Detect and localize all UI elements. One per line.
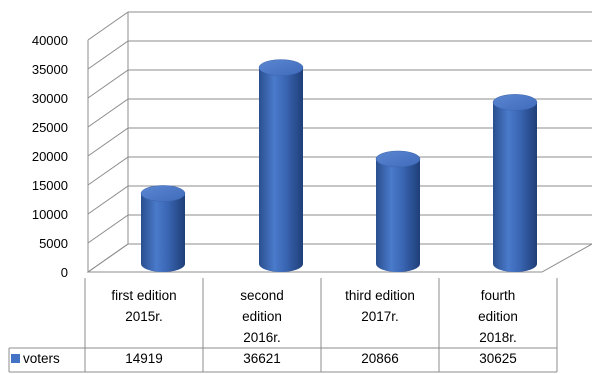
gridline [87,127,129,157]
bar-body [141,193,185,272]
gridline [87,11,129,41]
data-table-grid [8,278,558,373]
gridline [87,214,129,244]
y-tick-label: 5000 [39,236,68,251]
y-tick-label: 40000 [32,33,68,48]
bars [140,59,538,272]
y-tick-label: 35000 [32,62,68,77]
bar-body [259,67,303,272]
bar [375,150,421,272]
y-tick-label: 0 [61,265,68,280]
y-tick-label: 25000 [32,120,68,135]
bar-body [376,158,420,272]
bar-cap [492,94,538,111]
y-tick-label: 15000 [32,178,68,193]
gridline [87,156,129,186]
gridline [87,98,129,128]
bar [492,94,538,272]
y-axis: 0 5000 10000 15000 20000 25000 30000 35000 40000 [32,33,68,280]
bar-cap [375,150,421,168]
y-tick-label: 10000 [32,207,68,222]
gridline [87,185,129,215]
bar-cap [140,185,186,202]
bar-body [493,102,537,272]
bar [140,185,186,272]
y-tick-label: 30000 [32,91,68,106]
bar [258,59,304,272]
chart-floor [86,243,592,273]
gridline [87,69,129,99]
bar-cap [258,59,304,76]
gridline [87,40,129,70]
chart-gridlines [86,11,592,273]
y-tick-label: 20000 [32,149,68,164]
